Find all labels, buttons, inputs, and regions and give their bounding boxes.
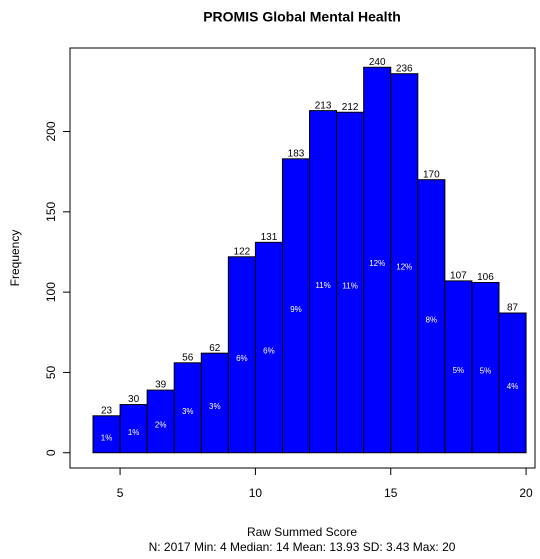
y-tick-label: 100: [44, 282, 58, 302]
percent-label: 2%: [155, 421, 167, 430]
y-axis-label: Frequency: [8, 230, 22, 287]
bar: [309, 110, 338, 454]
x-tick-label: 20: [519, 486, 533, 500]
count-label: 87: [507, 303, 519, 314]
x-tick-label: 15: [384, 486, 398, 500]
count-label: 122: [234, 246, 251, 257]
percent-label: 3%: [182, 407, 194, 416]
count-label: 23: [101, 405, 113, 416]
subtitle: N: 2017 Min: 4 Median: 14 Mean: 13.93 SD…: [149, 540, 456, 554]
bar: [92, 415, 121, 454]
bar: [200, 352, 229, 454]
count-label: 212: [342, 102, 359, 113]
count-label: 240: [369, 57, 386, 68]
percent-label: 1%: [101, 433, 113, 442]
chart-title: PROMIS Global Mental Health: [203, 9, 401, 25]
count-label: 183: [288, 148, 305, 159]
percent-label: 12%: [369, 259, 385, 268]
x-tick-label: 10: [249, 486, 263, 500]
count-label: 236: [396, 63, 413, 74]
percent-label: 11%: [342, 282, 357, 291]
y-tick-label: 150: [44, 201, 58, 221]
percent-label: 1%: [128, 428, 140, 437]
bar: [281, 158, 311, 454]
y-tick-label: 50: [44, 365, 58, 379]
bar: [498, 312, 527, 454]
percent-label: 5%: [453, 366, 465, 375]
bar: [227, 256, 256, 454]
count-label: 30: [128, 394, 140, 405]
percent-label: 6%: [263, 347, 275, 356]
count-label: 131: [261, 232, 278, 243]
count-label: 107: [450, 271, 467, 282]
count-label: 62: [209, 343, 221, 354]
plot-frame: [69, 47, 536, 469]
percent-label: 3%: [209, 402, 221, 411]
y-tick-label: 0: [44, 449, 58, 456]
percent-label: 4%: [507, 382, 519, 391]
bar: [119, 404, 148, 454]
x-tick-label: 5: [117, 486, 124, 500]
bar: [444, 280, 473, 454]
x-axis-label: Raw Summed Score: [247, 525, 357, 539]
count-label: 170: [423, 169, 440, 180]
bar: [390, 73, 419, 454]
count-label: 56: [182, 352, 194, 363]
percent-label: 9%: [290, 305, 302, 314]
bar: [336, 111, 365, 454]
percent-label: 5%: [480, 367, 492, 376]
y-tick-label: 200: [44, 121, 58, 141]
count-label: 106: [477, 272, 494, 283]
bar: [146, 389, 175, 454]
count-label: 213: [315, 100, 332, 111]
percent-label: 12%: [396, 262, 412, 271]
count-label: 39: [155, 380, 167, 391]
bar: [417, 179, 446, 454]
percent-label: 8%: [426, 315, 438, 324]
percent-label: 11%: [315, 281, 330, 290]
bar: [254, 241, 283, 454]
percent-label: 6%: [236, 354, 248, 363]
